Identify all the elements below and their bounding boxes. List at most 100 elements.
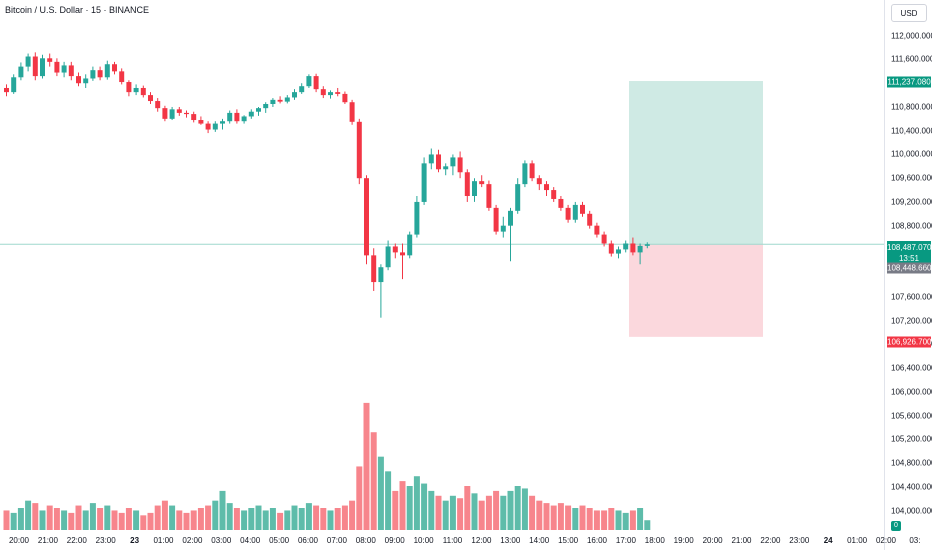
price-tick: 110,800.000 xyxy=(891,102,932,112)
candle-body xyxy=(551,190,557,199)
candle-body xyxy=(364,178,369,256)
volume-bar xyxy=(75,505,82,530)
volume-bar xyxy=(629,510,636,530)
price-tick: 110,000.000 xyxy=(891,149,932,159)
time-tick: 11:00 xyxy=(442,536,463,545)
candle-body xyxy=(90,70,96,79)
volume-bar xyxy=(435,495,442,530)
volume-bar xyxy=(305,503,312,530)
volume-bar xyxy=(104,505,111,530)
target-zone xyxy=(629,81,763,245)
volume-bar xyxy=(3,510,10,530)
candle-body xyxy=(436,154,441,170)
volume-bar xyxy=(205,505,212,530)
volume-bar xyxy=(493,490,500,530)
volume-bar xyxy=(176,510,183,530)
candle-body xyxy=(25,56,31,67)
volume-bar xyxy=(241,510,248,530)
candle-body xyxy=(428,154,434,164)
candle-body xyxy=(544,184,549,191)
candle-body xyxy=(392,246,398,253)
volume-bar xyxy=(550,505,557,530)
candle-body xyxy=(637,245,643,253)
volume-bar xyxy=(147,512,154,530)
candle-body xyxy=(472,181,477,196)
volume-bar xyxy=(399,481,406,530)
time-tick: 15:00 xyxy=(558,536,579,545)
volume-bar xyxy=(334,508,341,530)
time-tick: 05:00 xyxy=(269,536,290,545)
volume-bar xyxy=(392,490,399,530)
volume-bar xyxy=(442,500,449,530)
price-axis[interactable]: USD 112,000.000 111,600.000 110,800.000 110… xyxy=(884,0,932,550)
time-tick: 16:00 xyxy=(586,536,608,545)
price-tick: 106,400.000 xyxy=(891,363,932,373)
chart-area[interactable]: Bitcoin / U.S. Dollar · 15 · BINANCE xyxy=(0,0,884,532)
volume-bar xyxy=(478,500,485,530)
time-tick: 06:00 xyxy=(297,536,319,545)
volume-bar xyxy=(608,508,615,530)
candle-body xyxy=(284,97,290,102)
candle-body xyxy=(493,207,499,232)
candle-body xyxy=(83,78,89,84)
candle-body xyxy=(133,87,139,93)
candle-body xyxy=(371,255,377,283)
candle-body xyxy=(587,213,593,226)
candle-body xyxy=(630,243,636,253)
volume-bar xyxy=(406,486,413,530)
candle-body xyxy=(320,89,326,96)
price-tick: 111,600.000 xyxy=(891,54,932,64)
candle-body xyxy=(176,109,182,113)
volume-bar xyxy=(25,500,32,530)
volume-bar xyxy=(457,498,464,530)
volume-bar xyxy=(529,495,536,530)
volume-bar xyxy=(32,503,39,530)
time-tick: 04:00 xyxy=(240,536,261,545)
price-tick: 109,600.000 xyxy=(891,173,932,183)
target-price-label: 111,237.080 xyxy=(887,76,931,88)
time-tick: 22:00 xyxy=(760,536,781,545)
candle-body xyxy=(292,92,297,98)
candle-body xyxy=(76,76,81,84)
volume-bar xyxy=(89,503,96,530)
volume-bar xyxy=(61,510,68,530)
time-axis[interactable]: 20:00 21:00 22:00 23:00 23 01:00 02:00 03:00 04:… xyxy=(0,532,920,550)
price-tick: 105,200.000 xyxy=(891,434,932,444)
time-tick: 19:00 xyxy=(673,536,694,545)
symbol-title[interactable]: Bitcoin / U.S. Dollar · 15 · BINANCE xyxy=(5,5,150,15)
candle-body xyxy=(191,114,197,121)
time-tick: 24 xyxy=(823,536,833,545)
candle-body xyxy=(184,112,189,115)
candle-body xyxy=(263,104,269,109)
time-tick: 18:00 xyxy=(644,536,665,545)
price-tick: 107,200.000 xyxy=(891,316,932,326)
time-tick: 20:00 xyxy=(8,536,30,545)
volume-bar xyxy=(298,508,305,530)
candle-body xyxy=(198,120,204,124)
candle-body xyxy=(328,92,333,96)
currency-button[interactable]: USD xyxy=(891,4,927,22)
time-tick: 10:00 xyxy=(413,536,434,545)
candle-body xyxy=(241,116,247,122)
candle-body xyxy=(486,184,492,208)
volume-bar xyxy=(385,471,392,530)
candle-body xyxy=(464,172,470,196)
chart-canvas[interactable] xyxy=(0,0,884,532)
volume-bar xyxy=(514,486,521,530)
volume-bar xyxy=(557,503,564,530)
volume-bar xyxy=(313,505,320,530)
stop-zone xyxy=(629,244,763,337)
time-tick: 01:00 xyxy=(847,536,868,545)
volume-bar xyxy=(413,476,420,530)
volume-bar xyxy=(363,402,370,530)
price-tick: 107,600.000 xyxy=(891,292,932,302)
volume-bar xyxy=(622,512,629,530)
candle-body xyxy=(356,121,362,179)
candle-body xyxy=(227,112,233,122)
candle-body xyxy=(479,181,485,185)
volume-bar xyxy=(183,512,190,530)
volume-bar xyxy=(269,508,276,530)
time-tick: 21:00 xyxy=(731,536,752,545)
candle-body xyxy=(594,225,600,235)
volume-bar xyxy=(377,456,384,530)
